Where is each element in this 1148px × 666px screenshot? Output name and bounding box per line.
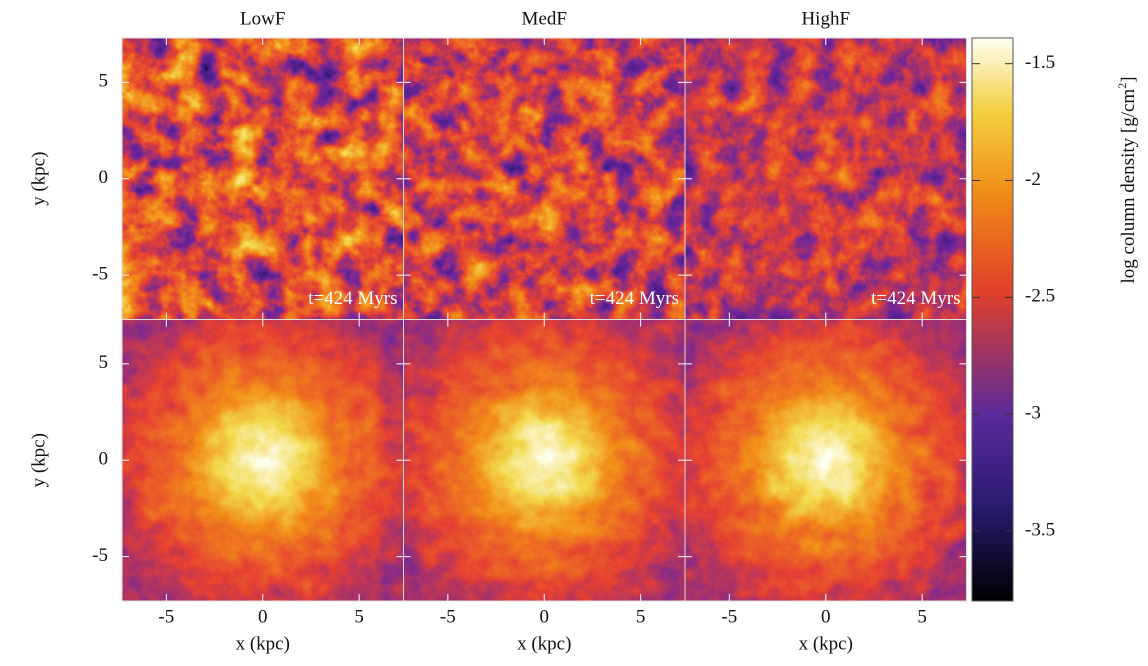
y-tick-label: -5 [92,264,108,285]
stellar-map [685,319,967,601]
y-tick-label: -5 [92,545,108,566]
column-title: LowF [240,8,285,29]
stellar-map [122,319,404,601]
x-tick-label: -5 [440,606,456,627]
y-tick-label: 0 [99,167,109,188]
x-tick-label: -5 [721,606,737,627]
y-tick-label: 5 [99,71,109,92]
x-tick-label: 0 [258,606,268,627]
colorbar-tick-label: -2 [1025,169,1041,190]
x-tick-label: -5 [158,606,174,627]
column-title: MedF [522,8,567,29]
x-axis-label: x (kpc) [799,633,853,654]
time-annotation: t=424 Myrs [308,288,397,309]
x-tick-label: 0 [821,606,831,627]
gas-map [122,38,404,320]
y-axis-label: y (kpc) [28,433,49,487]
colorbar-label-suffix: ] [1118,76,1139,82]
gas-map [685,38,967,320]
colorbar-tick-label: -2.5 [1025,286,1055,307]
y-axis-label: y (kpc) [28,152,49,206]
colorbar-tick-label: -3.5 [1025,519,1055,540]
x-axis-label: x (kpc) [236,633,290,654]
gas-map [403,38,685,320]
column-title: HighF [801,8,850,29]
colorbar-tick-label: -3 [1025,402,1041,423]
x-tick-label: 5 [354,606,364,627]
x-tick-label: 5 [636,606,646,627]
colorbar-tick-label: -1.5 [1025,52,1055,73]
x-tick-label: 5 [917,606,927,627]
colorbar-label-superscript: 2 [1115,83,1129,89]
x-axis-label: x (kpc) [517,633,571,654]
colorbar [971,37,1014,602]
stellar-map [403,319,685,601]
time-annotation: t=424 Myrs [590,288,679,309]
y-tick-label: 5 [99,352,109,373]
y-tick-label: 0 [99,449,109,470]
colorbar-label-text: log column density [g/cm [1118,89,1139,284]
colorbar-label: log column density [g/cm2] [1115,76,1140,283]
time-annotation: t=424 Myrs [871,288,960,309]
x-tick-label: 0 [540,606,550,627]
